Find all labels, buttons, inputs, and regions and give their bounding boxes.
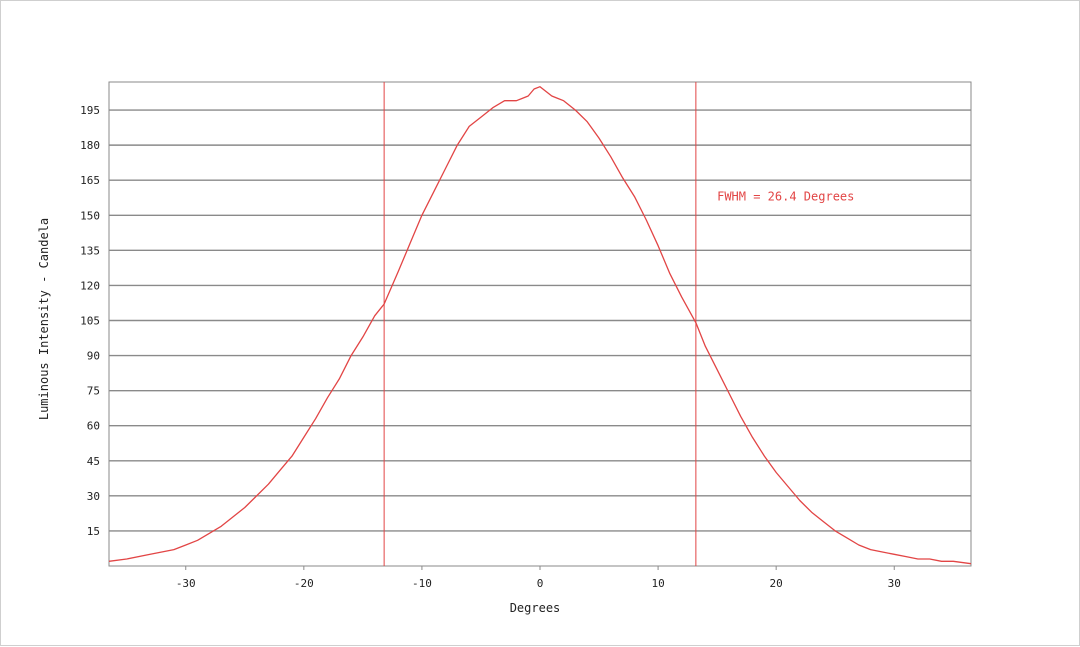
- y-tick-label-30: 30: [87, 490, 100, 503]
- intensity-curve-0: [108, 86, 972, 565]
- x-tick-label-0: 0: [537, 577, 544, 590]
- x-tick-label-20: 20: [770, 577, 783, 590]
- y-tick-label-15: 15: [87, 525, 100, 538]
- y-tick-label-135: 135: [80, 244, 100, 257]
- y-tick-label-45: 45: [87, 455, 100, 468]
- y-tick-label-195: 195: [80, 104, 100, 117]
- y-tick-label-120: 120: [80, 279, 100, 292]
- x-tick-label-10: 10: [651, 577, 664, 590]
- plot-area: [108, 81, 972, 567]
- y-tick-label-75: 75: [87, 385, 100, 398]
- y-tick-label-60: 60: [87, 420, 100, 433]
- y-tick-label-90: 90: [87, 350, 100, 363]
- x-tick-labels: -30 -20 -10 0 10 20 30: [176, 566, 901, 590]
- fwhm-annotation: FWHM = 26.4 Degrees: [717, 190, 854, 204]
- y-tick-label-180: 180: [80, 139, 100, 152]
- series-layer: [108, 86, 972, 565]
- y-tick-labels: 15 30 45 60 75 90 105 120 135 150 165 180 195: [80, 104, 100, 538]
- x-tick-label--20: -20: [294, 577, 314, 590]
- y-tick-label-165: 165: [80, 174, 100, 187]
- y-axis-title: Luminous Intensity - Candela: [37, 218, 51, 420]
- y-tick-label-105: 105: [80, 314, 100, 327]
- y-tick-label-150: 150: [80, 209, 100, 222]
- annotation-layer: FWHM = 26.4 Degrees: [717, 190, 854, 204]
- x-tick-label-30: 30: [888, 577, 901, 590]
- grid-layer: [109, 109, 971, 532]
- x-tick-label--10: -10: [412, 577, 432, 590]
- x-axis-title: Degrees: [510, 601, 561, 615]
- x-tick-label--30: -30: [176, 577, 196, 590]
